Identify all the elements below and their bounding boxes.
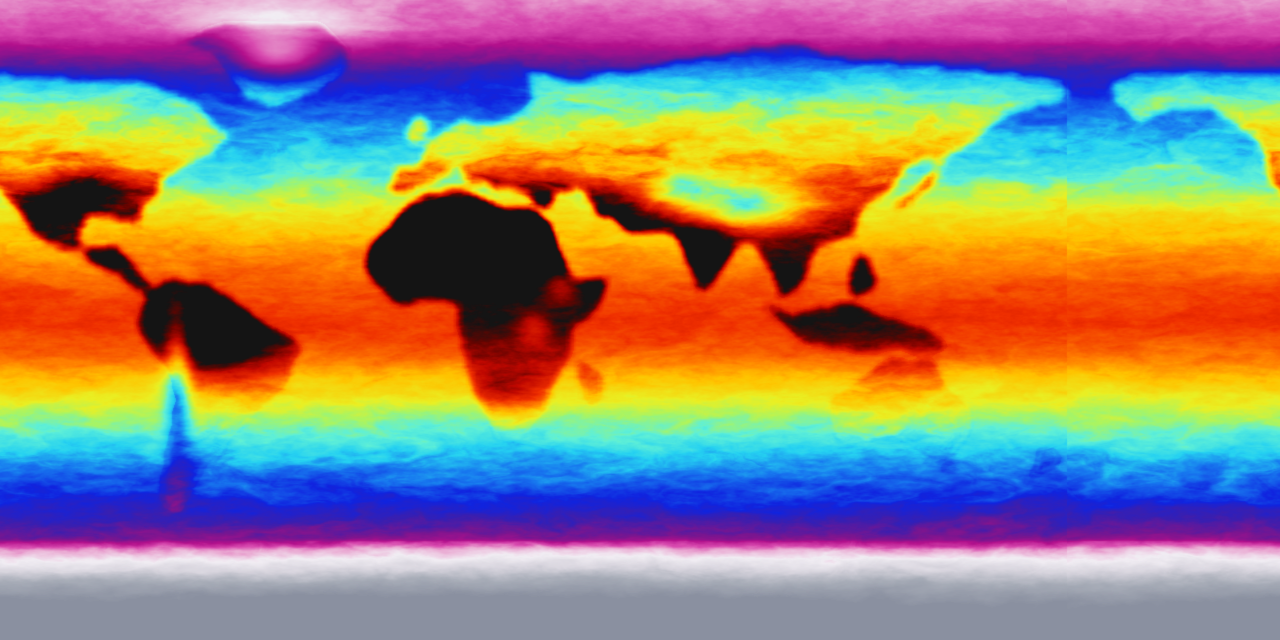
global-temperature-heatmap[interactable]: [0, 0, 1280, 640]
temperature-map-viewport[interactable]: Global Near-Surface Air Temperature Equi…: [0, 0, 1280, 640]
